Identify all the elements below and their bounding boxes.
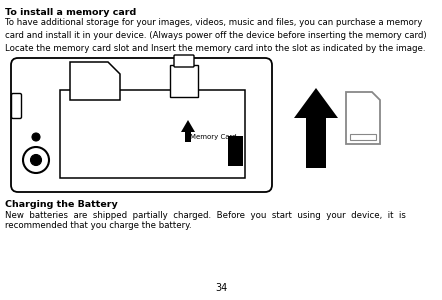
FancyBboxPatch shape [11,58,272,192]
Polygon shape [346,92,380,144]
FancyBboxPatch shape [11,94,22,118]
Bar [60,90,245,178]
Text: Charging the Battery: Charging the Battery [5,200,118,209]
Polygon shape [181,120,195,132]
Text: To install a memory card: To install a memory card [5,8,136,17]
Polygon shape [294,88,338,118]
Polygon shape [70,62,120,100]
Bar [228,136,243,166]
Circle shape [23,147,49,173]
Bar [170,65,198,97]
Circle shape [32,133,40,141]
Text: To have additional storage for your images, videos, music and files, you can pur: To have additional storage for your imag… [5,18,427,53]
Text: Memory Card: Memory Card [190,134,236,140]
FancyBboxPatch shape [174,55,194,67]
Bar [350,134,376,140]
Text: New  batteries  are  shipped  partially  charged.  Before  you  start  using  yo: New batteries are shipped partially char… [5,211,406,220]
Circle shape [30,154,42,166]
Bar [306,118,326,168]
Bar [185,130,191,142]
Text: recommended that you charge the battery.: recommended that you charge the battery. [5,221,192,230]
Text: 34: 34 [215,283,227,293]
